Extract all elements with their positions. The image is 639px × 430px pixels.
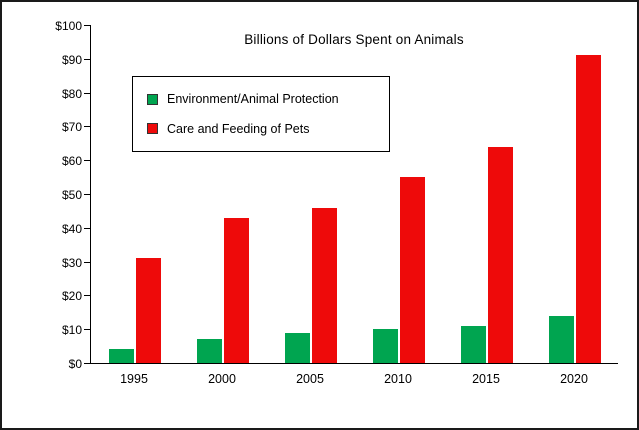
legend-item-environment-animal-protection: Environment/Animal Protection bbox=[147, 92, 389, 106]
y-axis-tick-label: $60 bbox=[61, 154, 82, 169]
bar-2020-series-1 bbox=[576, 55, 601, 363]
y-axis-tick-mark bbox=[84, 261, 91, 263]
y-axis-tick-label: $50 bbox=[61, 188, 82, 202]
bar-2015-series-0 bbox=[461, 325, 486, 363]
y-axis-tick-label: $40 bbox=[61, 221, 82, 236]
y-axis: $0 $10 $20 $30 $40 $50 $60 $70 $80 $90 $100 bbox=[2, 19, 82, 371]
y-axis-tick-mark bbox=[84, 194, 91, 195]
bar-2010-series-1 bbox=[400, 177, 425, 363]
y-axis-tick-mark bbox=[84, 126, 91, 128]
bar-1995-series-0 bbox=[109, 349, 134, 363]
x-axis-tick-label: 2015 bbox=[472, 372, 500, 386]
bar-2015-series-1 bbox=[488, 146, 513, 363]
y-axis-tick-mark bbox=[84, 329, 91, 331]
bar-1995-series-1 bbox=[136, 258, 161, 363]
legend-label-environment-animal-protection: Environment/Animal Protection bbox=[167, 92, 339, 107]
y-axis-tick-label: $80 bbox=[61, 86, 82, 101]
legend: Environment/Animal Protection Care and F… bbox=[132, 76, 390, 152]
plot-area bbox=[84, 25, 618, 364]
y-axis-tick-mark bbox=[84, 227, 91, 229]
bar-2000-series-0 bbox=[197, 339, 222, 363]
x-axis-tick-label: 2000 bbox=[208, 372, 236, 386]
x-axis-tick-label: 2005 bbox=[296, 372, 324, 386]
y-axis-tick-mark bbox=[84, 92, 91, 94]
x-axis-tick-label: 2020 bbox=[560, 372, 588, 386]
legend-item-care-and-feeding-of-pets: Care and Feeding of Pets bbox=[147, 122, 389, 136]
bar-2005-series-0 bbox=[285, 332, 310, 363]
bar-2010-series-0 bbox=[373, 329, 398, 363]
x-axis: 1995 2000 2005 2010 2015 2020 bbox=[90, 372, 618, 392]
y-axis-tick-label: $90 bbox=[61, 52, 82, 67]
bar-2005-series-1 bbox=[312, 207, 337, 363]
bar-2000-series-1 bbox=[224, 217, 249, 363]
y-axis-tick-label: $20 bbox=[61, 289, 82, 304]
legend-swatch-green-icon bbox=[147, 93, 158, 105]
legend-label-care-and-feeding-of-pets: Care and Feeding of Pets bbox=[167, 121, 310, 136]
x-axis-tick-label: 1995 bbox=[120, 372, 148, 386]
y-axis-tick-mark bbox=[84, 363, 91, 364]
legend-swatch-red-icon bbox=[147, 123, 158, 135]
bar-2020-series-0 bbox=[549, 315, 574, 363]
y-axis-tick-label: $0 bbox=[68, 357, 82, 371]
y-axis-tick-mark bbox=[84, 160, 91, 162]
y-axis-tick-label: $10 bbox=[61, 323, 82, 338]
y-axis-tick-label: $70 bbox=[61, 120, 82, 135]
y-axis-tick-label: $30 bbox=[61, 255, 82, 270]
y-axis-tick-mark bbox=[84, 295, 91, 297]
y-axis-tick-mark bbox=[84, 25, 91, 26]
y-axis-tick-mark bbox=[84, 58, 91, 60]
x-axis-tick-label: 2010 bbox=[384, 372, 412, 386]
chart-title: Billions of Dollars Spent on Animals bbox=[244, 32, 464, 47]
y-axis-tick-label: $100 bbox=[55, 19, 82, 33]
